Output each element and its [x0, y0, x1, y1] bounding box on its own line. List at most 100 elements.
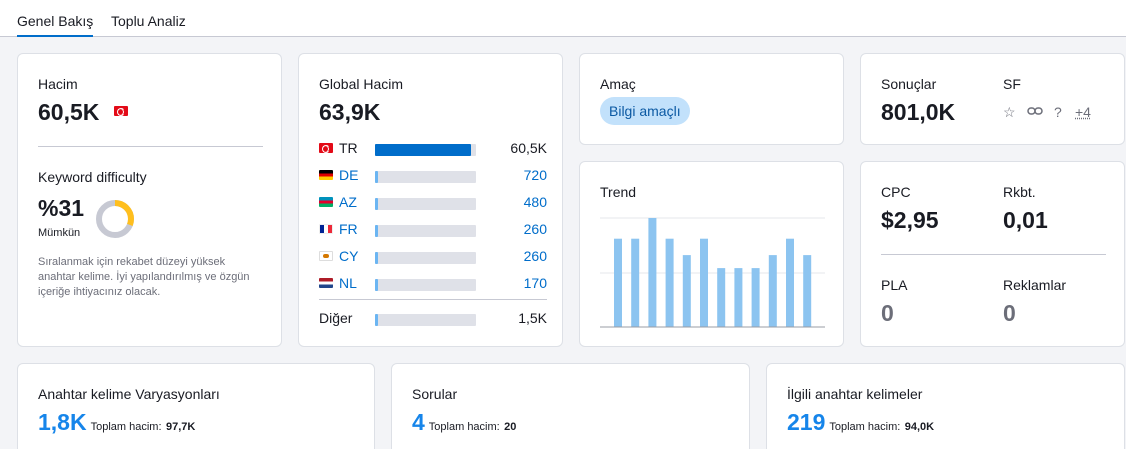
- other-label: Diğer: [319, 310, 352, 326]
- competition-value: 0,01: [1003, 207, 1048, 234]
- volume-value: 60,5K: [38, 99, 99, 126]
- share-bar-fill: [375, 225, 378, 237]
- variations-value[interactable]: 1,8K: [38, 409, 87, 435]
- trend-bar[interactable]: [700, 239, 708, 327]
- questions-card[interactable]: Sorular 4 Toplam hacim: 20: [391, 363, 750, 449]
- trend-bar[interactable]: [614, 239, 622, 327]
- variations-sub-value: 97,7K: [166, 421, 195, 433]
- azerbaijan-flag-icon: [319, 197, 333, 207]
- related-stats: 219 Toplam hacim: 94,0K: [787, 409, 934, 436]
- divider: [38, 146, 263, 147]
- star-icon[interactable]: ☆: [1003, 104, 1016, 121]
- trend-bar[interactable]: [631, 239, 639, 327]
- country-volume[interactable]: 260: [524, 221, 547, 237]
- share-bar: [375, 314, 476, 326]
- trend-bar[interactable]: [803, 255, 811, 327]
- questions-label: Sorular: [412, 386, 457, 402]
- germany-flag-icon: [319, 170, 333, 180]
- trend-bar[interactable]: [666, 239, 674, 327]
- trend-chart: [600, 217, 825, 329]
- global-volume-card: Global Hacim 63,9K TR 60,5K DE 720 AZ 48…: [298, 53, 563, 347]
- trend-label: Trend: [600, 184, 636, 200]
- cpc-card: CPC $2,95 Rkbt. 0,01 PLA 0 Reklamlar 0: [860, 161, 1125, 347]
- ads-label: Reklamlar: [1003, 277, 1066, 293]
- volume-kd-card: Hacim 60,5K Keyword difficulty %31 Mümkü…: [17, 53, 282, 347]
- cpc-value: $2,95: [881, 207, 939, 234]
- keyword-variations-card[interactable]: Anahtar kelime Varyasyonları 1,8K Toplam …: [17, 363, 375, 449]
- sf-label: SF: [1003, 76, 1021, 92]
- related-label: İlgili anahtar kelimeler: [787, 386, 922, 402]
- trend-bar[interactable]: [786, 239, 794, 327]
- tab-bar: Genel Bakış Toplu Analiz: [0, 0, 1126, 37]
- country-row-cy[interactable]: CY 260: [319, 247, 547, 265]
- ads-value: 0: [1003, 300, 1016, 327]
- share-bar: [375, 252, 476, 264]
- global-volume-label: Global Hacim: [319, 76, 403, 92]
- country-row-de[interactable]: DE 720: [319, 166, 547, 184]
- country-volume[interactable]: 480: [524, 194, 547, 210]
- trend-card: Trend: [579, 161, 844, 347]
- trend-bar[interactable]: [683, 255, 691, 327]
- country-code[interactable]: AZ: [339, 194, 357, 210]
- variations-sub-label: Toplam hacim:: [91, 421, 162, 433]
- global-volume-value: 63,9K: [319, 99, 380, 126]
- trend-bar[interactable]: [734, 268, 742, 327]
- questions-sub-label: Toplam hacim:: [429, 421, 500, 433]
- share-bar-fill: [375, 144, 471, 156]
- turkey-flag-icon: [114, 106, 128, 116]
- country-row-tr[interactable]: TR 60,5K: [319, 139, 547, 157]
- trend-bar[interactable]: [717, 268, 725, 327]
- variations-label: Anahtar kelime Varyasyonları: [38, 386, 220, 402]
- country-code[interactable]: NL: [339, 275, 357, 291]
- pla-label: PLA: [881, 277, 907, 293]
- country-volume[interactable]: 260: [524, 248, 547, 264]
- kd-value: %31: [38, 195, 84, 222]
- country-volume[interactable]: 720: [524, 167, 547, 183]
- country-code[interactable]: CY: [339, 248, 358, 264]
- share-bar: [375, 198, 476, 210]
- volume-label: Hacim: [38, 76, 78, 92]
- share-bar-fill: [375, 198, 378, 210]
- cyprus-flag-icon: [319, 251, 333, 261]
- divider: [881, 254, 1106, 255]
- competition-label: Rkbt.: [1003, 184, 1036, 200]
- country-row-nl[interactable]: NL 170: [319, 274, 547, 292]
- kd-donut-chart: [94, 198, 136, 240]
- link-icon[interactable]: [1027, 105, 1043, 117]
- kd-label: Keyword difficulty: [38, 169, 147, 185]
- tab-overview[interactable]: Genel Bakış: [17, 13, 93, 37]
- kd-description: Sıralanmak için rekabet düzeyi yüksek an…: [38, 255, 263, 300]
- share-bar: [375, 171, 476, 183]
- country-code: TR: [339, 140, 358, 156]
- country-code[interactable]: FR: [339, 221, 358, 237]
- turkey-flag-icon: [319, 143, 333, 153]
- share-bar: [375, 225, 476, 237]
- country-row-other: Diğer 1,5K: [319, 309, 547, 327]
- country-volume[interactable]: 170: [524, 275, 547, 291]
- results-value: 801,0K: [881, 99, 955, 126]
- kd-level: Mümkün: [38, 227, 80, 239]
- country-row-fr[interactable]: FR 260: [319, 220, 547, 238]
- sf-more-link[interactable]: +4: [1075, 104, 1091, 120]
- other-volume: 1,5K: [518, 310, 547, 326]
- share-bar-fill: [375, 279, 378, 291]
- intent-chip[interactable]: Bilgi amaçlı: [600, 97, 690, 125]
- intent-card: Amaç Bilgi amaçlı: [579, 53, 844, 145]
- trend-bar[interactable]: [648, 218, 656, 327]
- related-keywords-card[interactable]: İlgili anahtar kelimeler 219 Toplam hacim…: [766, 363, 1125, 449]
- share-bar-fill: [375, 171, 378, 183]
- results-label: Sonuçlar: [881, 76, 936, 92]
- tab-bulk-analysis[interactable]: Toplu Analiz: [111, 13, 186, 29]
- share-bar-fill: [375, 314, 378, 326]
- intent-label: Amaç: [600, 76, 636, 92]
- divider: [319, 299, 547, 300]
- results-card: Sonuçlar 801,0K SF ☆ ? +4: [860, 53, 1125, 145]
- question-icon[interactable]: ?: [1054, 104, 1062, 120]
- related-value[interactable]: 219: [787, 409, 825, 435]
- country-row-az[interactable]: AZ 480: [319, 193, 547, 211]
- trend-bar[interactable]: [752, 268, 760, 327]
- country-code[interactable]: DE: [339, 167, 358, 183]
- trend-bar[interactable]: [769, 255, 777, 327]
- questions-value[interactable]: 4: [412, 409, 425, 435]
- country-volume: 60,5K: [510, 140, 547, 156]
